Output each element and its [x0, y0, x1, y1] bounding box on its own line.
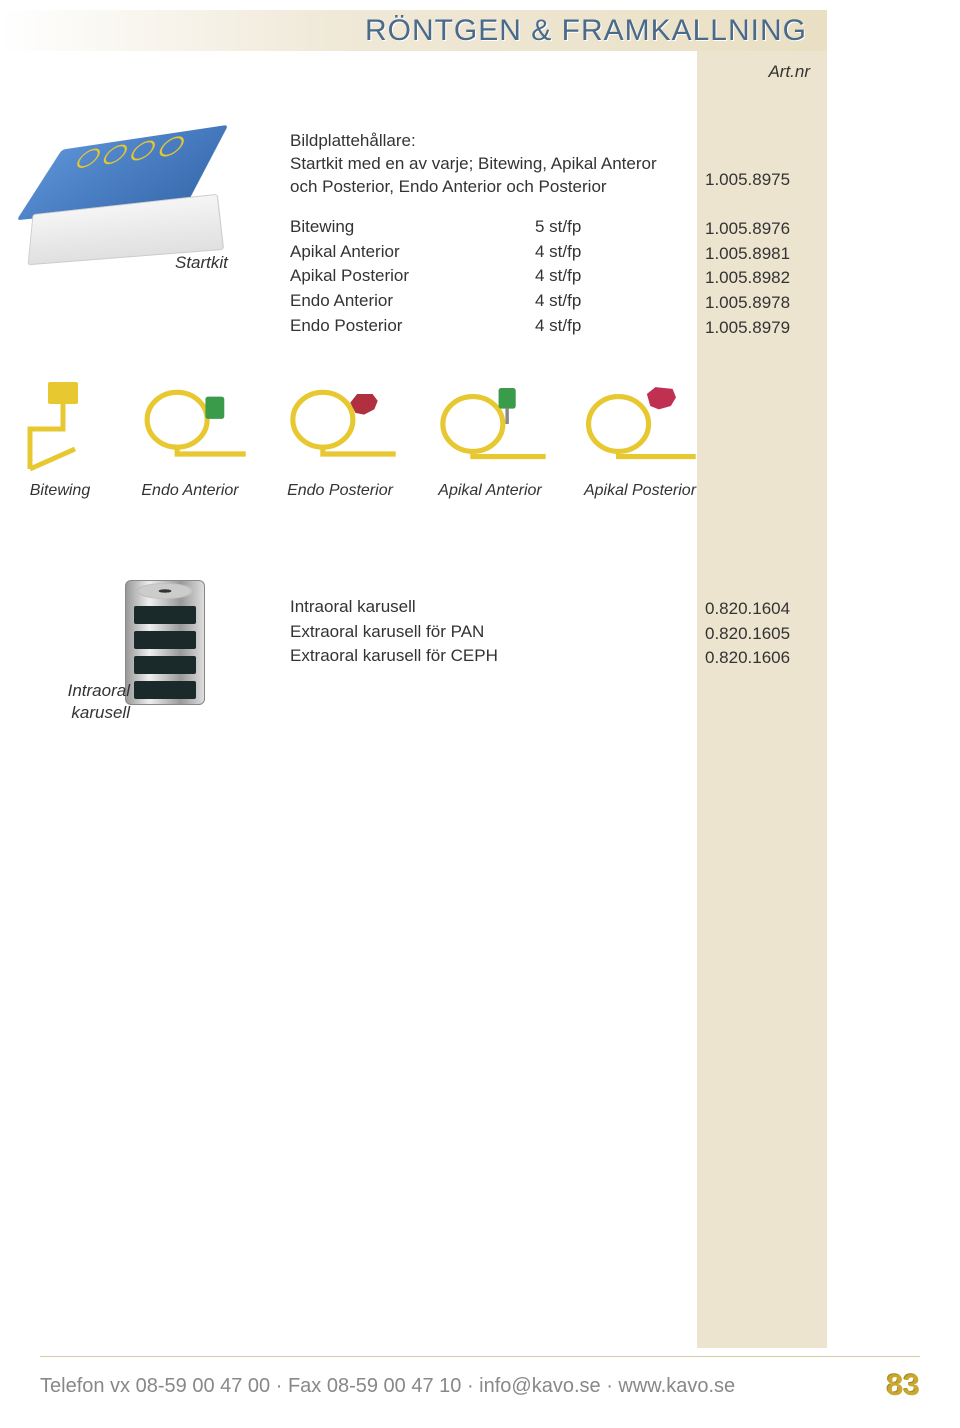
carousel-table: Intraoral karusell Extraoral karusell fö… — [290, 595, 680, 669]
artnr-value: 1.005.8979 — [705, 316, 815, 341]
footer-contact: Telefon vx 08-59 00 47 00 · Fax 08-59 00… — [40, 1375, 735, 1398]
holder-label: Bitewing — [30, 482, 90, 500]
cell-name: Extraoral karusell för CEPH — [290, 644, 680, 669]
holder-label: Endo Posterior — [287, 482, 393, 500]
holder-apikal-posterior: Apikal Posterior — [580, 374, 700, 500]
endo-anterior-icon — [130, 374, 250, 474]
desc-heading: Bildplattehållare: — [290, 130, 680, 153]
table-row: Apikal Anterior4 st/fp — [290, 240, 680, 265]
holder-endo-anterior: Endo Anterior — [130, 374, 250, 500]
carousel-caption-l2: karusell — [40, 702, 130, 724]
cell-name: Intraoral karusell — [290, 595, 680, 620]
holder-label: Apikal Anterior — [438, 482, 541, 500]
cell-qty: 5 st/fp — [535, 215, 680, 240]
endo-posterior-icon — [280, 374, 400, 474]
cell-qty: 4 st/fp — [535, 240, 680, 265]
artnr-value: 1.005.8976 — [705, 217, 815, 242]
table-row: Endo Anterior4 st/fp — [290, 289, 680, 314]
artnr-value: 1.005.8982 — [705, 266, 815, 291]
description-block: Bildplattehållare: Startkit med en av va… — [290, 130, 680, 199]
holder-table: Bitewing5 st/fp Apikal Anterior4 st/fp A… — [290, 215, 680, 338]
desc-text: Startkit med en av varje; Bitewing, Apik… — [290, 153, 680, 199]
holder-label: Endo Anterior — [141, 482, 238, 500]
carousel-artnr-block: 0.820.1604 0.820.1605 0.820.1606 — [705, 597, 815, 671]
artnr-value: 0.820.1605 — [705, 622, 815, 647]
header-bar: RÖNTGEN & FRAMKALLNING — [0, 10, 827, 51]
holder-bitewing: Bitewing — [20, 374, 100, 500]
holder-artnr-block: 1.005.8976 1.005.8981 1.005.8982 1.005.8… — [705, 217, 815, 340]
apikal-anterior-icon — [430, 374, 550, 474]
cell-qty: 4 st/fp — [535, 289, 680, 314]
cell-name: Extraoral karusell för PAN — [290, 620, 680, 645]
table-row: Apikal Posterior4 st/fp — [290, 264, 680, 289]
table-row: Endo Posterior4 st/fp — [290, 314, 680, 339]
artnr-value: 0.820.1606 — [705, 646, 815, 671]
artnr-value: 1.005.8981 — [705, 242, 815, 267]
holder-endo-posterior: Endo Posterior — [280, 374, 400, 500]
bitewing-icon — [20, 374, 100, 474]
page-footer: Telefon vx 08-59 00 47 00 · Fax 08-59 00… — [40, 1356, 920, 1403]
cell-name: Apikal Posterior — [290, 264, 535, 289]
table-row: Bitewing5 st/fp — [290, 215, 680, 240]
desc-artnr: 1.005.8975 — [705, 170, 815, 190]
carousel-caption: Intraoral karusell — [40, 680, 130, 724]
holder-label: Apikal Posterior — [584, 482, 696, 500]
page-title: RÖNTGEN & FRAMKALLNING — [365, 14, 807, 48]
carousel-caption-l1: Intraoral — [40, 680, 130, 702]
cell-name: Endo Posterior — [290, 314, 535, 339]
cell-qty: 4 st/fp — [535, 264, 680, 289]
cell-qty: 4 st/fp — [535, 314, 680, 339]
startkit-caption: Startkit — [175, 253, 228, 273]
page-number: 83 — [887, 1369, 920, 1403]
apikal-posterior-icon — [580, 374, 700, 474]
cell-name: Apikal Anterior — [290, 240, 535, 265]
artnr-value: 0.820.1604 — [705, 597, 815, 622]
cell-name: Bitewing — [290, 215, 535, 240]
artnr-value: 1.005.8978 — [705, 291, 815, 316]
cell-name: Endo Anterior — [290, 289, 535, 314]
holder-apikal-anterior: Apikal Anterior — [430, 374, 550, 500]
artnr-column-label: Art.nr — [768, 62, 810, 82]
holders-row: Bitewing Endo Anterior Endo Posterior Ap… — [20, 360, 700, 500]
